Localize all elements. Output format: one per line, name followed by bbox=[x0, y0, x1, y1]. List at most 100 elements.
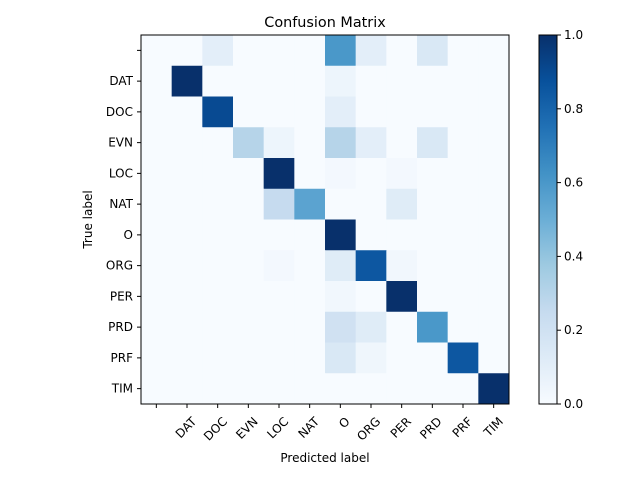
heatmap-cell bbox=[202, 65, 234, 97]
heatmap-cell bbox=[202, 219, 234, 251]
heatmap-cell bbox=[325, 342, 357, 374]
colorbar-ticks: 0.0 0.2 0.4 0.6 0.8 1.0 bbox=[557, 28, 583, 411]
heatmap-cell bbox=[417, 65, 449, 97]
heatmap-cell bbox=[325, 65, 357, 97]
heatmap-cell bbox=[233, 373, 265, 405]
heatmap-cell bbox=[417, 250, 449, 282]
x-axis-ticks: DAT DOC EVN LOC NAT O ORG PER PRD PRF TIM bbox=[155, 404, 506, 443]
heatmap-cell bbox=[171, 188, 203, 220]
heatmap-cell bbox=[141, 35, 173, 67]
x-tick-label: DOC bbox=[201, 414, 230, 443]
heatmap-cell bbox=[141, 127, 173, 159]
heatmap-cells bbox=[141, 35, 510, 405]
x-tick-label: PER bbox=[388, 414, 414, 440]
heatmap-cell bbox=[386, 250, 418, 282]
heatmap-cell bbox=[233, 342, 265, 374]
heatmap-cell bbox=[294, 219, 326, 251]
heatmap-cell bbox=[447, 250, 479, 282]
heatmap-cell bbox=[294, 311, 326, 343]
heatmap-cell bbox=[355, 65, 387, 97]
heatmap-cell bbox=[325, 219, 357, 251]
heatmap-cell bbox=[171, 342, 203, 374]
heatmap-cell bbox=[294, 250, 326, 282]
heatmap-cell bbox=[233, 65, 265, 97]
y-axis-title: True label bbox=[81, 190, 95, 249]
heatmap-cell bbox=[263, 35, 295, 67]
heatmap-cell bbox=[171, 311, 203, 343]
colorbar-tick-label: 0.0 bbox=[564, 397, 583, 411]
x-tick-label: LOC bbox=[264, 414, 291, 441]
heatmap-cell bbox=[294, 96, 326, 128]
heatmap-cell bbox=[447, 342, 479, 374]
heatmap-cell bbox=[478, 373, 510, 405]
heatmap-cell bbox=[386, 311, 418, 343]
heatmap-cell bbox=[263, 373, 295, 405]
heatmap-cell bbox=[294, 158, 326, 190]
heatmap-cell bbox=[141, 188, 173, 220]
heatmap-cell bbox=[478, 188, 510, 220]
heatmap-cell bbox=[417, 373, 449, 405]
y-tick-label: PRF bbox=[111, 351, 134, 365]
heatmap-cell bbox=[141, 373, 173, 405]
x-tick-label: DAT bbox=[173, 414, 200, 441]
heatmap-cell bbox=[141, 250, 173, 282]
heatmap-cell bbox=[141, 158, 173, 190]
heatmap-cell bbox=[263, 158, 295, 190]
heatmap-cell bbox=[325, 281, 357, 313]
y-tick-label: LOC bbox=[109, 166, 133, 180]
heatmap-cell bbox=[325, 96, 357, 128]
x-tick-label: PRD bbox=[417, 414, 444, 441]
colorbar bbox=[538, 34, 558, 405]
heatmap-cell bbox=[325, 250, 357, 282]
heatmap-cell bbox=[355, 219, 387, 251]
heatmap-cell bbox=[386, 35, 418, 67]
x-tick-label: ORG bbox=[354, 414, 383, 443]
heatmap-cell bbox=[202, 96, 234, 128]
heatmap-cell bbox=[233, 35, 265, 67]
y-tick-label: NAT bbox=[109, 197, 133, 211]
heatmap-cell bbox=[202, 127, 234, 159]
heatmap-cell bbox=[417, 158, 449, 190]
heatmap-cell bbox=[386, 127, 418, 159]
heatmap-cell bbox=[386, 188, 418, 220]
heatmap-cell bbox=[294, 373, 326, 405]
heatmap-cell bbox=[202, 188, 234, 220]
x-tick-label: PRF bbox=[450, 414, 476, 440]
heatmap-cell bbox=[294, 188, 326, 220]
heatmap-cell bbox=[417, 342, 449, 374]
heatmap-cell bbox=[325, 373, 357, 405]
heatmap-cell bbox=[447, 65, 479, 97]
heatmap-cell bbox=[447, 219, 479, 251]
heatmap-cell bbox=[447, 35, 479, 67]
heatmap-cell bbox=[325, 127, 357, 159]
x-tick-label: O bbox=[336, 414, 353, 431]
heatmap-cell bbox=[325, 158, 357, 190]
heatmap-cell bbox=[355, 35, 387, 67]
heatmap-cell bbox=[202, 250, 234, 282]
heatmap-cell bbox=[171, 281, 203, 313]
heatmap-cell bbox=[263, 127, 295, 159]
heatmap-cell bbox=[294, 35, 326, 67]
y-tick-label: TIM bbox=[111, 382, 133, 396]
heatmap-cell bbox=[386, 281, 418, 313]
heatmap-cell bbox=[447, 158, 479, 190]
heatmap-cell bbox=[171, 65, 203, 97]
x-tick-label: EVN bbox=[233, 414, 260, 441]
heatmap-cell bbox=[478, 311, 510, 343]
heatmap-cell bbox=[355, 158, 387, 190]
heatmap-cell bbox=[141, 311, 173, 343]
heatmap-cell bbox=[263, 342, 295, 374]
y-tick-label: DOC bbox=[106, 105, 133, 119]
y-tick-label: ORG bbox=[106, 259, 133, 273]
heatmap-cell bbox=[233, 250, 265, 282]
heatmap-cell bbox=[263, 281, 295, 313]
heatmap-cell bbox=[478, 96, 510, 128]
heatmap-cell bbox=[263, 96, 295, 128]
heatmap-cell bbox=[141, 342, 173, 374]
heatmap-cell bbox=[355, 281, 387, 313]
colorbar-tick-label: 0.2 bbox=[564, 323, 583, 337]
heatmap-cell bbox=[417, 35, 449, 67]
y-tick-label: EVN bbox=[108, 136, 133, 150]
heatmap-cell bbox=[294, 127, 326, 159]
heatmap-cell bbox=[417, 127, 449, 159]
